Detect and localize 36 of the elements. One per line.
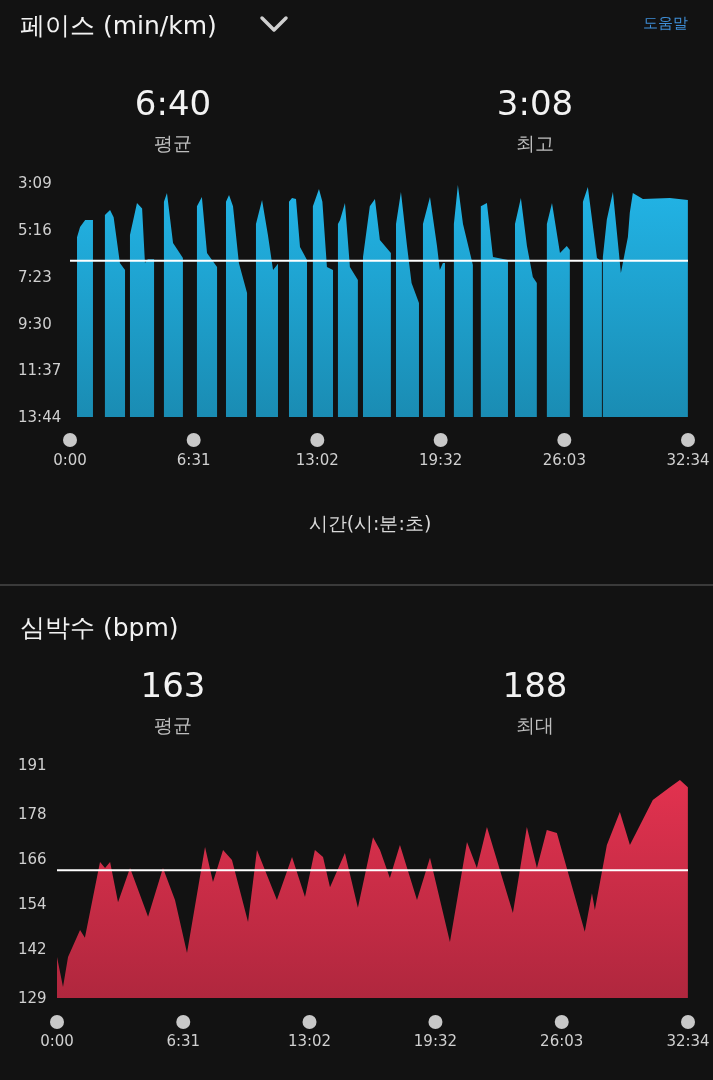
y-tick-label: 11:37 bbox=[18, 361, 62, 380]
y-tick-label: 3:09 bbox=[18, 174, 52, 193]
x-tick-label: 13:02 bbox=[295, 451, 339, 469]
y-tick-label: 142 bbox=[18, 940, 47, 959]
y-tick-label: 7:23 bbox=[18, 267, 52, 286]
text: 최대 bbox=[516, 714, 554, 736]
y-tick-label: 154 bbox=[18, 895, 47, 914]
chart-title: 페이스 (min/km) bbox=[20, 11, 217, 40]
text: 평균 bbox=[154, 714, 192, 736]
text: 6:40 bbox=[134, 83, 212, 123]
text: 188 bbox=[502, 665, 568, 705]
x-tick-label: 32:34 bbox=[666, 1032, 710, 1050]
text: 163 bbox=[140, 665, 206, 705]
text: 도움말 bbox=[643, 14, 688, 32]
x-axis-title: 시간(시:분:초) bbox=[308, 512, 432, 534]
y-tick-label: 178 bbox=[18, 805, 47, 824]
x-tick-label: 26:03 bbox=[542, 451, 586, 469]
x-tick-label: 19:32 bbox=[413, 1032, 458, 1050]
text: 평균 bbox=[154, 132, 192, 154]
y-tick-label: 191 bbox=[18, 756, 47, 775]
y-tick-label: 166 bbox=[18, 850, 47, 869]
x-tick-label: 0:00 bbox=[40, 1032, 74, 1050]
y-tick-label: 13:44 bbox=[18, 408, 62, 427]
text: 최고 bbox=[516, 132, 554, 154]
y-tick-label: 129 bbox=[18, 989, 47, 1008]
y-tick-label: 9:30 bbox=[18, 314, 52, 333]
x-tick-label: 6:31 bbox=[176, 451, 211, 469]
x-tick-label: 13:02 bbox=[287, 1032, 332, 1050]
x-tick-label: 6:31 bbox=[166, 1032, 201, 1050]
x-tick-label: 26:03 bbox=[540, 1032, 584, 1050]
x-tick-label: 0:00 bbox=[53, 451, 87, 469]
x-tick-label: 19:32 bbox=[419, 451, 463, 469]
y-tick-label: 5:16 bbox=[18, 221, 52, 240]
chart-title: 심박수 (bpm) bbox=[20, 613, 179, 642]
text: 3:08 bbox=[496, 83, 574, 123]
x-tick-label: 32:34 bbox=[666, 451, 710, 469]
